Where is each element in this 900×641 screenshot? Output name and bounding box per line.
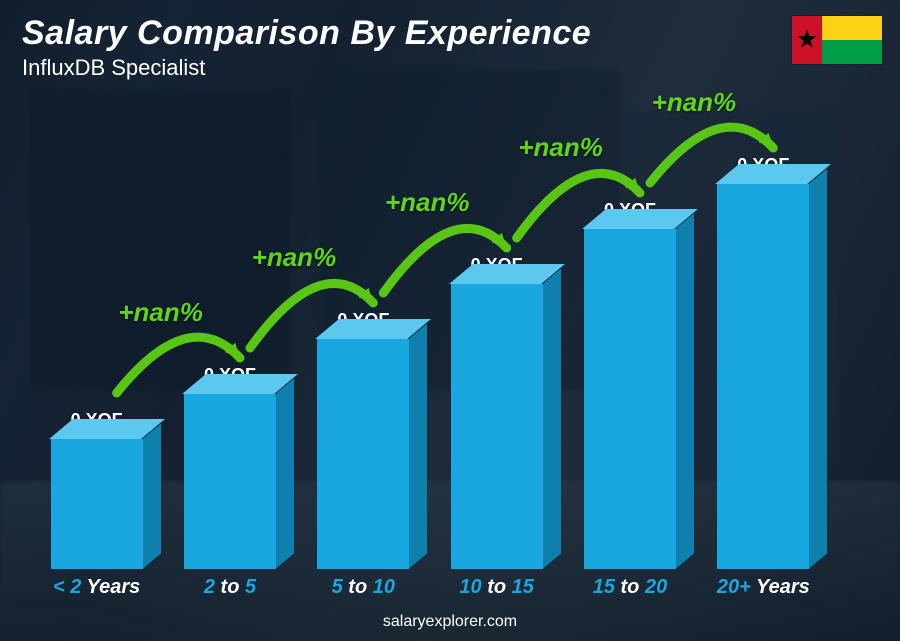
header: Salary Comparison By Experience InfluxDB… <box>22 14 591 81</box>
bar-group: 0 XOF <box>697 135 830 569</box>
footer-attribution: salaryexplorer.com <box>0 613 900 631</box>
bar-group: 0 XOF <box>297 135 430 569</box>
bar-group: 0 XOF <box>163 135 296 569</box>
bar <box>717 184 809 569</box>
x-axis-label: < 2 Years <box>30 576 163 599</box>
bar <box>184 394 276 569</box>
x-axis-label: 5 to 10 <box>297 576 430 599</box>
bar <box>51 439 143 569</box>
infographic-stage: Salary Comparison By Experience InfluxDB… <box>0 0 900 641</box>
bar-group: 0 XOF <box>30 135 163 569</box>
x-axis: < 2 Years2 to 55 to 1010 to 1515 to 2020… <box>0 576 860 599</box>
bar <box>584 229 676 569</box>
chart-title: Salary Comparison By Experience <box>22 14 591 53</box>
bar <box>451 284 543 569</box>
bar-group: 0 XOF <box>430 135 563 569</box>
x-axis-label: 15 to 20 <box>563 576 696 599</box>
x-axis-label: 20+ Years <box>697 576 830 599</box>
bar-chart: 0 XOF0 XOF0 XOF0 XOF0 XOF0 XOF +nan%+nan… <box>0 135 900 569</box>
bar <box>317 339 409 569</box>
bar-group: 0 XOF <box>563 135 696 569</box>
x-axis-label: 2 to 5 <box>163 576 296 599</box>
x-axis-label: 10 to 15 <box>430 576 563 599</box>
flag-icon <box>792 16 882 64</box>
chart-subtitle: InfluxDB Specialist <box>22 55 591 81</box>
